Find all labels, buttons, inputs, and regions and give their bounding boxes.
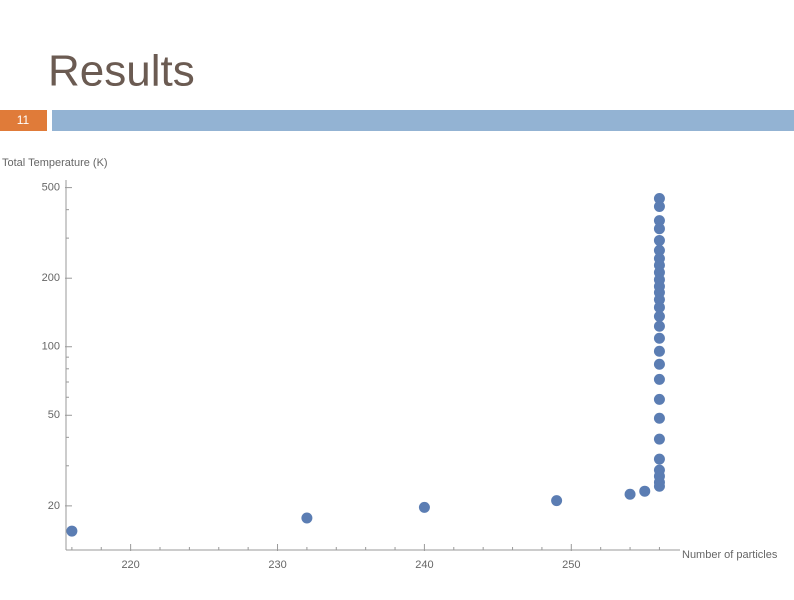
x-axis-label: Number of particles (682, 549, 778, 561)
y-axis-label: Total Temperature (K) (2, 157, 108, 169)
point (301, 512, 313, 524)
point (653, 320, 665, 332)
point (653, 358, 665, 370)
point (653, 234, 665, 246)
point (653, 301, 665, 313)
point (653, 223, 665, 235)
slide-number: 11 (17, 113, 30, 127)
point (653, 244, 665, 256)
point (551, 495, 563, 507)
point (653, 433, 665, 445)
x-tick-label: 250 (562, 559, 580, 571)
point (624, 488, 636, 500)
point (653, 192, 665, 204)
y-tick-label: 500 (42, 182, 60, 194)
x-tick-label: 240 (415, 559, 433, 571)
y-tick-label: 20 (48, 500, 60, 512)
point (639, 485, 651, 497)
x-tick-label: 220 (121, 559, 139, 571)
point (653, 373, 665, 385)
point (653, 412, 665, 424)
slide-number-box (0, 110, 47, 131)
y-tick-label: 200 (42, 272, 60, 284)
x-tick-label: 230 (268, 559, 286, 571)
point (653, 294, 665, 306)
point (653, 332, 665, 344)
point (653, 480, 665, 492)
point (653, 310, 665, 322)
slide-title: Results (48, 47, 195, 96)
point (418, 501, 430, 513)
point (653, 393, 665, 405)
y-tick-label: 100 (42, 341, 60, 353)
header-bar (52, 110, 794, 131)
point (653, 201, 665, 213)
point (66, 525, 78, 537)
point (653, 453, 665, 465)
y-tick-label: 50 (48, 409, 60, 421)
point (653, 345, 665, 357)
point (653, 215, 665, 227)
